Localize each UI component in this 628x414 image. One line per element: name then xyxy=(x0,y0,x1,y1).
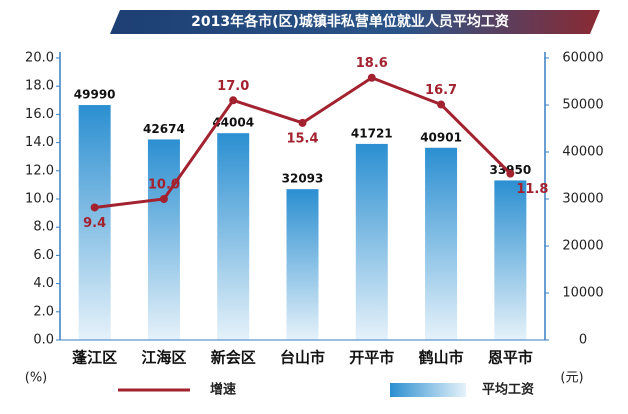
line-point xyxy=(437,100,446,109)
bar xyxy=(78,105,111,340)
line-label: 17.0 xyxy=(217,79,249,94)
bar-label: 49990 xyxy=(74,88,116,102)
legend-swatch xyxy=(390,383,466,397)
y-tick-label: 12.0 xyxy=(25,163,54,178)
x-tick-label: 开平市 xyxy=(349,349,394,367)
bar xyxy=(286,189,319,340)
bar-label: 44004 xyxy=(212,116,254,130)
line-point xyxy=(367,73,376,82)
bar-label: 42674 xyxy=(143,122,185,136)
y-tick-label: 0.0 xyxy=(33,333,54,348)
bar xyxy=(425,147,458,340)
line-point xyxy=(229,96,238,105)
y2-tick-label: 0 xyxy=(579,333,587,348)
bar-label: 40901 xyxy=(420,130,462,144)
y-tick-label: 18.0 xyxy=(25,79,54,94)
y-tick-label: 16.0 xyxy=(25,107,54,122)
legend-label: 增速 xyxy=(210,382,236,398)
bar xyxy=(355,143,388,340)
y2-tick-label: 20000 xyxy=(562,239,603,254)
line-point xyxy=(298,118,307,127)
x-tick-label: 新会区 xyxy=(211,349,256,367)
legend-label: 平均工资 xyxy=(482,382,534,398)
line-label: 16.7 xyxy=(425,83,457,98)
bar xyxy=(147,139,180,340)
title-banner xyxy=(110,10,600,34)
bar-label: 41721 xyxy=(351,126,393,140)
bar-label: 32093 xyxy=(282,172,324,186)
line-label: 15.4 xyxy=(286,131,318,146)
y2-tick-label: 50000 xyxy=(562,98,603,113)
y-tick-label: 10.0 xyxy=(25,192,54,207)
y2-tick-label: 10000 xyxy=(562,286,603,301)
y2-tick-label: 40000 xyxy=(562,145,603,160)
y-axis-label: (%) xyxy=(25,371,48,386)
y-tick-label: 6.0 xyxy=(33,248,54,263)
line-point xyxy=(159,195,168,203)
line-label: 18.6 xyxy=(356,56,388,71)
x-tick-label: 鹤山市 xyxy=(419,349,464,367)
y2-tick-label: 60000 xyxy=(562,51,603,66)
x-tick-label: 江海区 xyxy=(141,349,186,367)
y-tick-label: 8.0 xyxy=(33,220,54,235)
y-tick-label: 2.0 xyxy=(33,304,54,319)
x-tick-label: 恩平市 xyxy=(488,349,533,367)
line-label: 11.8 xyxy=(516,182,548,197)
line-point xyxy=(90,203,99,212)
y2-axis-label: (元) xyxy=(560,371,583,386)
x-tick-label: 蓬江区 xyxy=(72,349,117,367)
y-tick-label: 4.0 xyxy=(33,276,54,291)
y2-tick-label: 30000 xyxy=(562,192,603,207)
line-label: 10.0 xyxy=(148,178,180,193)
y-tick-label: 20.0 xyxy=(25,51,54,66)
bar xyxy=(494,180,527,340)
line-label: 9.4 xyxy=(83,216,106,231)
x-tick-label: 台山市 xyxy=(280,349,325,367)
bar xyxy=(217,133,250,340)
line-point xyxy=(506,169,515,178)
chart-title: 2013年各市(区)城镇非私营单位就业人员平均工资 xyxy=(191,13,509,30)
y-tick-label: 14.0 xyxy=(25,135,54,150)
